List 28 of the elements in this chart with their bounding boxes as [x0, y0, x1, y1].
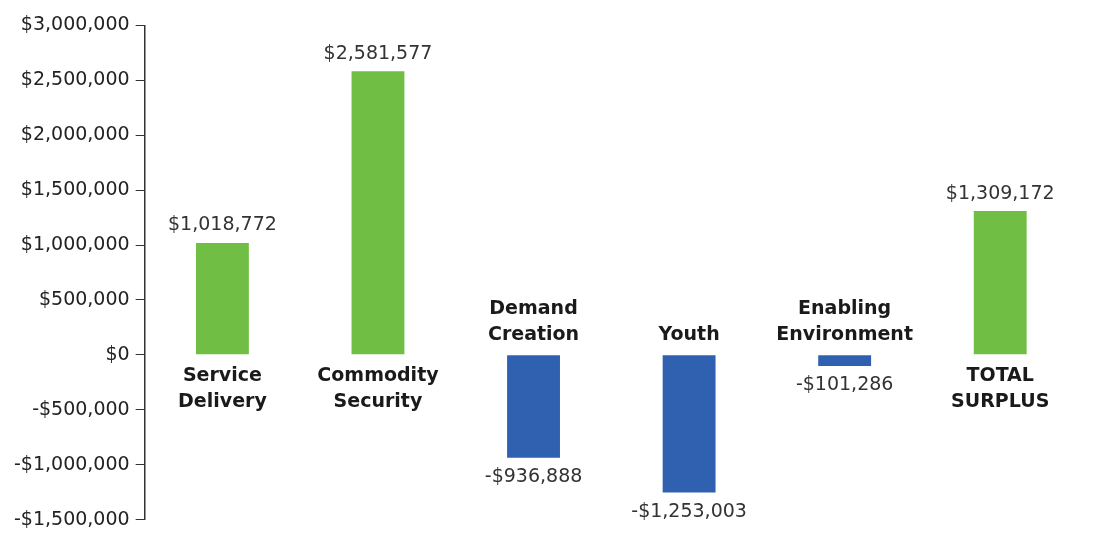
y-tick-label: $1,500,000 [20, 177, 130, 200]
bar [351, 71, 405, 355]
data-label: $1,309,172 [945, 180, 1055, 203]
y-tick-label: $500,000 [38, 286, 130, 309]
y-tick-label: $1,000,000 [20, 231, 130, 254]
y-tick-label: -$1,000,000 [13, 451, 130, 474]
x-tick-label: Commodity Security [317, 363, 440, 412]
y-tick-label: $2,000,000 [20, 122, 130, 145]
data-label: $2,581,577 [323, 40, 433, 63]
bar [662, 355, 716, 493]
data-label: -$101,286 [795, 372, 894, 395]
x-tick-label: Service Delivery [178, 363, 268, 412]
data-label: $1,018,772 [168, 212, 277, 235]
bar [195, 242, 249, 355]
data-label: -$1,253,003 [631, 498, 747, 521]
bar [818, 355, 872, 366]
x-tick-label: Youth [657, 322, 720, 345]
y-tick-label: $2,500,000 [20, 67, 130, 90]
x-tick-label: Demand Creation [487, 296, 580, 345]
bar [507, 355, 560, 458]
y-tick-label: $0 [105, 341, 130, 364]
y-tick-label: $3,000,000 [20, 12, 130, 35]
bar [973, 211, 1027, 355]
x-tick-label: Enabling Environment [776, 296, 913, 345]
data-label: -$936,888 [484, 464, 583, 487]
x-tick-label: TOTAL SURPLUS [951, 363, 1050, 412]
y-tick-label: -$500,000 [32, 396, 130, 419]
y-tick-label: -$1,500,000 [13, 506, 130, 529]
